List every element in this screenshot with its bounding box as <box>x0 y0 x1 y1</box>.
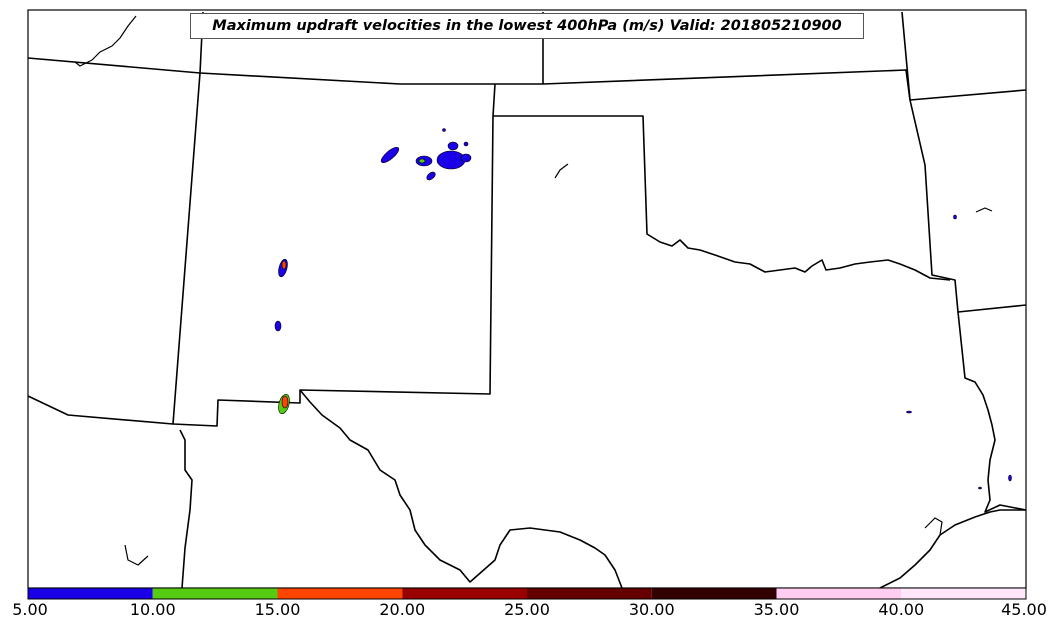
bay-coast <box>924 517 943 536</box>
updraft-cell <box>436 150 466 170</box>
arkansas-boundary <box>909 99 1027 313</box>
updraft-cell <box>281 395 289 409</box>
updraft-cell <box>1008 474 1012 482</box>
northwest-coast <box>74 15 137 67</box>
missouri-boundary <box>901 11 911 101</box>
colorbar-tick-label: 15.00 <box>254 600 301 619</box>
lake-small-2 <box>975 207 993 213</box>
updraft-cell <box>463 141 469 147</box>
updraft-cell <box>426 171 436 181</box>
state-boundaries <box>27 11 1027 589</box>
baja-coast <box>124 544 149 566</box>
updraft-cell <box>460 153 472 163</box>
colorbar-bin <box>527 588 652 599</box>
colorbar-bin <box>901 588 1026 599</box>
new-mexico-boundary <box>172 72 496 427</box>
updraft-cell <box>380 146 400 164</box>
updraft-cell <box>447 141 459 151</box>
colorbar-tick-label: 5.00 <box>12 600 48 619</box>
colorbar-bin <box>28 588 153 599</box>
oklahoma-boundary <box>493 115 951 281</box>
colorbar-tick-label: 45.00 <box>1001 600 1047 619</box>
colorbar-tick-label: 30.00 <box>628 600 675 619</box>
colorbar-border <box>27 587 1027 600</box>
colorbar-bin <box>402 588 527 599</box>
mexico-boundary <box>179 429 193 589</box>
colorbar-bin <box>152 588 278 599</box>
colorbar <box>27 587 1027 600</box>
colorbar-tick-label: 20.00 <box>379 600 426 619</box>
updraft-contours <box>274 128 1012 490</box>
colorbar-tick-label: 35.00 <box>753 600 800 619</box>
updraft-cell <box>906 410 912 414</box>
map-frame-border <box>27 9 1027 589</box>
colorbar-tick-label: 40.00 <box>878 600 925 619</box>
colorbar-bin <box>277 588 403 599</box>
updraft-cell <box>274 320 282 332</box>
updraft-cell <box>418 158 426 164</box>
updraft-cell <box>978 486 982 490</box>
colorbar-bin <box>651 588 777 599</box>
colorbar-bin <box>776 588 902 599</box>
louisiana-boundary <box>957 311 1027 513</box>
colorbar-tick-label: 25.00 <box>504 600 550 619</box>
texas-southwest-boundary <box>299 389 623 589</box>
texas-gulf-coast <box>879 509 1026 589</box>
updraft-cell <box>953 214 957 220</box>
updraft-cell <box>442 128 446 132</box>
lake-small-1 <box>554 163 569 179</box>
colorbar-tick-label: 10.00 <box>129 600 176 619</box>
map-title: Maximum updraft velocities in the lowest… <box>190 13 864 39</box>
updraft-cell <box>281 260 287 270</box>
arizona-boundary <box>27 395 174 425</box>
